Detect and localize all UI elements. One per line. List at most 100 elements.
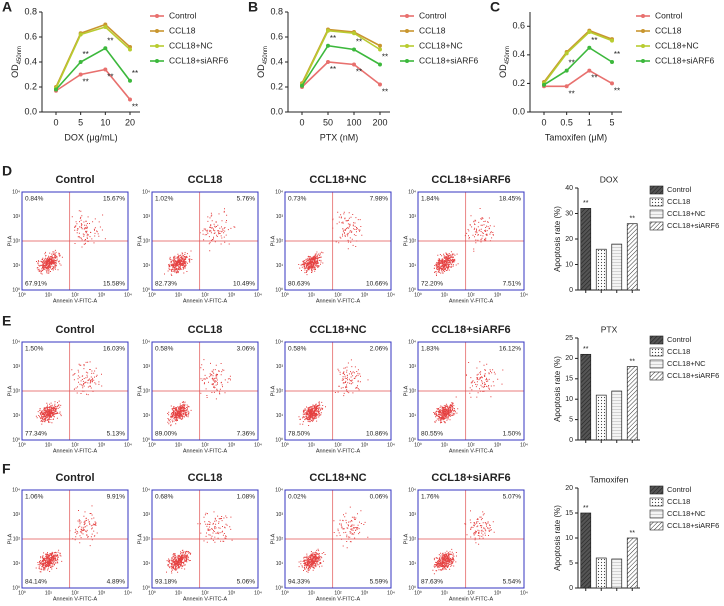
- quadrant-percent: 67.91%: [25, 281, 47, 288]
- point: [78, 72, 83, 77]
- significance: **: [591, 36, 597, 45]
- y-tick-label: 10²: [143, 388, 151, 394]
- y-tick-label: 10²: [13, 388, 21, 394]
- y-tick-label: 10: [565, 261, 573, 268]
- plot-frame: [284, 341, 392, 441]
- y-tick-label: 10²: [409, 388, 417, 394]
- quadrant-percent: 0.58%: [288, 346, 307, 353]
- legend-marker: [405, 44, 409, 48]
- y-tick-label: 0: [569, 287, 573, 294]
- y-tick-label: 0.0: [512, 106, 525, 116]
- y-tick-label: 10¹: [143, 263, 151, 269]
- panel-label: D: [2, 163, 12, 179]
- series-line: [543, 29, 613, 83]
- y-tick-label: 10⁰: [275, 437, 283, 443]
- y-axis-label-sub: 450nm: [505, 46, 511, 64]
- y-tick-label: 10⁰: [12, 287, 20, 293]
- significance: **: [630, 358, 636, 365]
- y-axis-label: PI-A: [7, 533, 13, 544]
- y-axis-label: Apoptosis rate (%): [553, 356, 562, 422]
- event-cloud: [298, 506, 369, 573]
- y-axis-label: Apoptosis rate (%): [553, 505, 562, 571]
- y-tick-label: 10¹: [13, 263, 21, 269]
- quadrant-percent: 3.06%: [237, 346, 256, 353]
- significance: **: [630, 216, 636, 223]
- legend-swatch: [649, 497, 664, 507]
- plot-frame: [284, 191, 392, 291]
- bar: [611, 243, 623, 291]
- y-tick-label: 25: [565, 335, 573, 342]
- y-axis-label: PI-A: [403, 533, 409, 544]
- y-tick-label: 10⁰: [275, 585, 283, 591]
- quadrant-percent: 1.02%: [155, 196, 174, 203]
- y-tick-label: 10: [565, 535, 573, 542]
- chart-title: DOX: [600, 174, 619, 184]
- x-tick-label: 10³: [228, 292, 236, 298]
- quadrant-percent: 15.58%: [103, 281, 125, 288]
- x-tick-label: 10⁰: [18, 590, 26, 596]
- significance: **: [107, 36, 113, 45]
- y-tick-label: 0.6: [24, 31, 37, 41]
- y-tick-label: 10²: [143, 238, 151, 244]
- x-tick-label: 10¹: [441, 442, 449, 448]
- y-tick-label: 0: [569, 437, 573, 444]
- significance: **: [583, 346, 589, 353]
- y-tick-label: 15: [565, 376, 573, 383]
- legend-label: CCL18+NC: [169, 40, 213, 50]
- panel-label: A: [2, 0, 12, 15]
- y-tick-label: 10³: [276, 214, 284, 220]
- y-tick-label: 10⁰: [142, 287, 150, 293]
- x-tick-label: 10⁰: [148, 590, 156, 596]
- x-tick-label: 10³: [494, 442, 502, 448]
- x-tick-label: 10⁰: [281, 292, 289, 298]
- x-tick-label: 10⁴: [124, 590, 132, 596]
- bar: [611, 558, 623, 589]
- x-tick-label: 10²: [334, 590, 342, 596]
- quadrant-percent: 89.00%: [155, 431, 177, 438]
- point: [587, 68, 592, 73]
- x-tick-label: 10³: [361, 590, 369, 596]
- quadrant-percent: 82.73%: [155, 281, 177, 288]
- x-tick-label: 10²: [334, 442, 342, 448]
- x-axis-label: Annexin V-FITC-A: [183, 448, 228, 454]
- x-tick-label: 10¹: [308, 590, 316, 596]
- point: [564, 84, 569, 89]
- point: [542, 82, 546, 87]
- quadrant-percent: 0.06%: [370, 494, 389, 501]
- point: [128, 47, 132, 52]
- point: [378, 82, 382, 87]
- point: [352, 31, 356, 36]
- bar: [611, 390, 623, 441]
- y-tick-label: 10³: [13, 364, 21, 370]
- y-tick-label: 0.4: [270, 56, 283, 66]
- x-axis-label: Annexin V-FITC-A: [53, 298, 98, 304]
- series-line: [543, 46, 613, 86]
- x-tick-label: 10¹: [175, 590, 183, 596]
- quadrant-percent: 80.55%: [421, 431, 443, 438]
- legend-label: CCL18+NC: [655, 40, 699, 50]
- y-tick-label: 10³: [143, 214, 151, 220]
- y-axis-label: OD450nm: [10, 46, 22, 78]
- legend-label: CCL18: [667, 197, 690, 206]
- x-tick-label: 10²: [71, 590, 79, 596]
- bar: [595, 557, 607, 589]
- y-tick-label: 0.8: [24, 6, 37, 16]
- y-tick-label: 10¹: [276, 413, 284, 419]
- quadrant-percent: 5.06%: [237, 579, 256, 586]
- y-tick-label: 30: [565, 210, 573, 217]
- significance: **: [132, 69, 138, 78]
- y-tick-label: 10⁴: [142, 487, 150, 493]
- quadrant-percent: 18.45%: [499, 196, 521, 203]
- x-tick-label: 10³: [361, 292, 369, 298]
- y-tick-label: 0.4: [512, 49, 525, 59]
- y-tick-label: 20: [565, 485, 573, 492]
- event-cloud: [35, 505, 98, 573]
- event-cloud: [167, 359, 231, 427]
- significance: **: [356, 68, 362, 77]
- x-tick-label: 10¹: [308, 442, 316, 448]
- y-tick-label: 0.6: [512, 21, 525, 31]
- x-tick-label: 10⁴: [124, 292, 132, 298]
- quadrant-percent: 93.18%: [155, 579, 177, 586]
- quadrant-percent: 0.58%: [155, 346, 174, 353]
- point: [378, 47, 382, 52]
